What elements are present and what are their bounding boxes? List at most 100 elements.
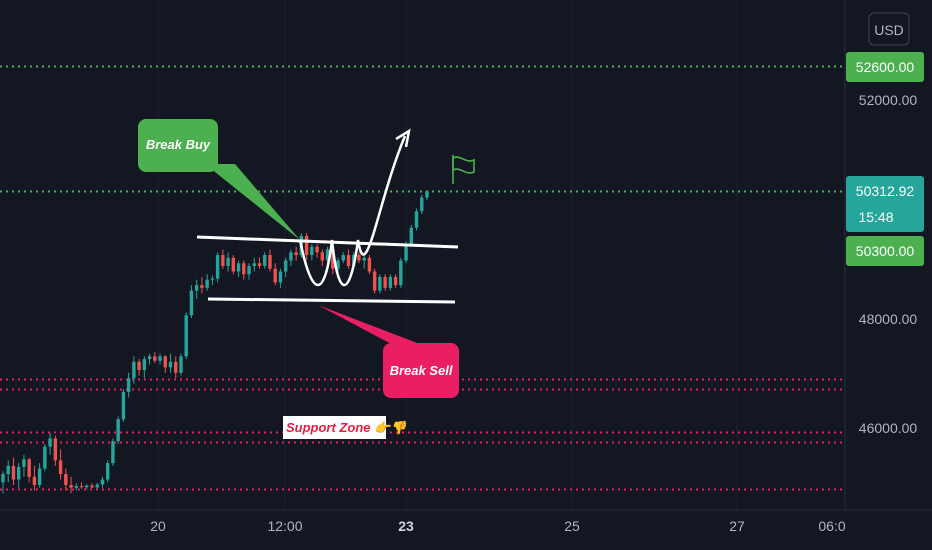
candle-body xyxy=(85,485,89,488)
candle xyxy=(289,249,293,266)
candle-body xyxy=(268,255,272,269)
candle-body xyxy=(346,255,351,266)
break-sell-label: Break Sell xyxy=(390,363,453,378)
candle-body xyxy=(69,484,73,488)
candle-body xyxy=(126,378,131,392)
candle xyxy=(278,268,283,288)
candle xyxy=(315,244,319,258)
candle xyxy=(43,443,47,472)
candle xyxy=(304,233,309,261)
candle-body xyxy=(393,276,398,286)
candle xyxy=(388,274,393,291)
wave-path xyxy=(298,135,407,287)
candle-body xyxy=(278,271,283,283)
candle xyxy=(179,353,183,376)
candle xyxy=(168,353,173,373)
candle xyxy=(69,476,73,494)
candle xyxy=(310,244,314,261)
candle xyxy=(147,353,152,365)
currency-label: USD xyxy=(874,22,904,38)
candle xyxy=(184,312,188,360)
candle xyxy=(409,224,413,247)
candle-body xyxy=(194,285,199,291)
candle-body xyxy=(399,260,403,286)
candle xyxy=(116,416,120,444)
y-tick-52000: 52000.00 xyxy=(859,92,918,108)
break-buy-label: Break Buy xyxy=(146,137,211,152)
candle-body xyxy=(383,276,387,288)
candle xyxy=(273,263,277,286)
grid xyxy=(157,0,738,510)
candle-body xyxy=(320,252,325,261)
candle xyxy=(194,279,199,299)
candle xyxy=(158,353,162,365)
candle-body xyxy=(111,441,115,464)
candle-body xyxy=(147,356,152,360)
y-tick-46000: 46000.00 xyxy=(859,420,918,436)
x-tick-20: 20 xyxy=(150,518,166,534)
candle-body xyxy=(200,285,204,288)
candle xyxy=(189,285,194,318)
last-price-tag: 50312.92 15:48 xyxy=(846,176,924,232)
candle xyxy=(226,252,230,272)
candle-body xyxy=(231,257,236,272)
candle xyxy=(221,249,225,269)
price-axis[interactable]: USD 52000.00 48000.00 46000.00 52600.00 … xyxy=(844,0,932,510)
candle-body xyxy=(425,191,429,198)
price-tag-level-label: 50300.00 xyxy=(856,243,915,259)
candle-body xyxy=(43,446,47,469)
candle-body xyxy=(153,356,157,361)
candle xyxy=(85,484,89,490)
candle xyxy=(357,252,361,264)
candle-body xyxy=(414,211,419,228)
candle-body xyxy=(367,257,372,272)
candle-body xyxy=(121,391,126,420)
candle-body xyxy=(331,249,335,269)
candle-body xyxy=(64,474,68,485)
candle xyxy=(420,194,424,214)
time-axis[interactable]: 20 12:00 23 25 27 06:0 xyxy=(0,509,932,550)
candle-body xyxy=(142,359,147,371)
candle-body xyxy=(221,255,225,266)
x-tick-25: 25 xyxy=(564,518,580,534)
candle xyxy=(236,260,241,277)
arrow-head xyxy=(395,128,411,148)
candle xyxy=(79,482,84,489)
candles xyxy=(1,190,429,494)
candle xyxy=(263,252,267,269)
candle xyxy=(378,274,382,294)
candle-body xyxy=(325,249,330,261)
candle xyxy=(58,449,63,480)
candle-body xyxy=(79,486,84,488)
candle-body xyxy=(11,465,16,480)
candle-body xyxy=(226,257,230,266)
price-tag-top-label: 52600.00 xyxy=(856,59,915,75)
candle-body xyxy=(304,235,309,256)
price-tag-level: 50300.00 xyxy=(846,236,924,266)
candle-body xyxy=(17,466,21,480)
candle-body xyxy=(362,257,366,261)
candle xyxy=(142,356,147,379)
support-trendline xyxy=(207,297,456,304)
candle xyxy=(210,275,215,286)
candle-body xyxy=(404,244,408,261)
candle xyxy=(1,471,5,494)
candle xyxy=(90,483,94,489)
candle-body xyxy=(1,474,5,483)
candle-body xyxy=(27,459,31,477)
candle xyxy=(362,255,366,269)
candle-body xyxy=(105,463,110,480)
candle xyxy=(393,274,398,288)
currency-button[interactable]: USD xyxy=(868,12,910,46)
candle-body xyxy=(184,315,188,357)
candle-body xyxy=(289,252,293,261)
candle xyxy=(367,255,372,275)
candle-body xyxy=(283,260,288,272)
candle-body xyxy=(163,356,167,368)
candle xyxy=(252,257,256,272)
candle xyxy=(215,252,220,283)
candle xyxy=(37,463,42,488)
candle-body xyxy=(90,485,94,488)
